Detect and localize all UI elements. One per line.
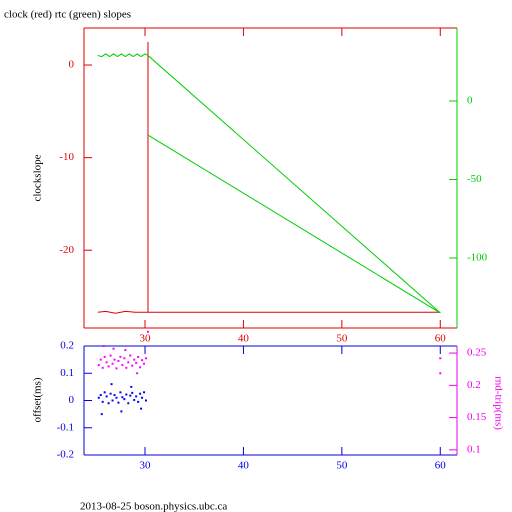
data-point [99,358,102,361]
data-point [97,396,100,399]
y-tick-label: 0 [69,394,75,406]
data-point [107,402,110,405]
x-tick-label: 50 [336,333,348,345]
data-point [117,401,120,404]
data-point [111,399,114,402]
data-point [140,407,143,410]
x-tick-label: 30 [140,460,152,472]
data-point [119,391,122,394]
x-tick-label: 40 [238,333,250,345]
data-point [109,392,112,395]
y2-tick-label: 0.1 [467,443,481,455]
y2-tick-label: 0 [467,95,473,107]
data-point [124,349,127,352]
data-point [136,372,139,375]
data-point [131,364,134,367]
data-point [130,385,133,388]
y2-tick-label: 0.2 [467,379,481,391]
chart-title: clock (red) rtc (green) slopes [4,9,131,21]
data-point [133,398,136,401]
data-point [103,355,106,358]
x-tick-label: 60 [435,460,447,472]
data-point [127,361,130,364]
data-point [137,400,140,403]
data-point [135,395,138,398]
data-point [121,364,124,367]
data-point [117,359,120,362]
data-point [101,400,104,403]
data-point [439,372,442,375]
data-point [125,366,128,369]
data-point [145,399,148,402]
data-line [97,41,441,314]
data-point [131,391,134,394]
data-point [102,345,105,347]
y2-tick-label: -50 [467,173,482,185]
data-point [105,395,108,398]
data-point [141,359,144,362]
y2-tick-label: -100 [467,252,488,264]
data-point [120,410,123,413]
data-line [147,134,441,314]
data-point [133,358,136,361]
y-tick-label: -10 [59,151,74,163]
data-point [141,396,144,399]
x-tick-label: 40 [238,460,250,472]
data-point [103,391,106,394]
y-tick-label: -0.1 [57,421,74,433]
data-line [97,53,441,314]
y-tick-label: -20 [59,244,74,256]
data-point [123,357,126,360]
data-point [100,413,103,416]
data-point [139,366,142,369]
data-point [439,357,442,360]
data-point [101,366,104,369]
y-axis-label: clockslope [32,154,44,201]
data-point [143,391,146,394]
data-point [135,361,138,364]
y-axis-label: offset(ms) [32,377,44,422]
y2-axis-label: rnd-trip(ms) [492,376,504,430]
y2-tick-label: 0.15 [467,411,487,423]
x-tick-label: 60 [435,333,447,345]
data-point [111,362,114,365]
x-tick-label: 30 [140,333,152,345]
data-point [110,383,113,386]
data-point [127,402,130,405]
data-point [109,354,112,357]
data-point [105,361,108,364]
data-point [129,354,132,357]
data-point [113,358,116,361]
data-point [123,398,126,401]
data-point [121,396,124,399]
y2-tick-label: 0.25 [467,347,487,359]
data-point [112,347,115,350]
data-point [145,357,148,360]
y-tick-label: 0.2 [60,340,74,352]
data-point [107,365,110,368]
x-tick-label: 50 [336,460,348,472]
data-point [129,394,132,397]
data-point [146,330,149,333]
data-point [97,364,100,367]
data-point [99,394,102,397]
data-point [113,394,116,397]
data-point [125,393,128,396]
y-tick-label: 0.1 [60,367,74,379]
y-tick-label: -0.2 [57,449,74,461]
data-point [119,355,122,358]
data-point [143,362,146,365]
data-point [137,355,140,358]
data-point [115,367,118,370]
data-point [115,396,118,399]
y-tick-label: 0 [69,59,75,71]
data-point [139,392,142,395]
footer: 2013-08-25 boson.physics.ubc.ca [80,501,227,512]
